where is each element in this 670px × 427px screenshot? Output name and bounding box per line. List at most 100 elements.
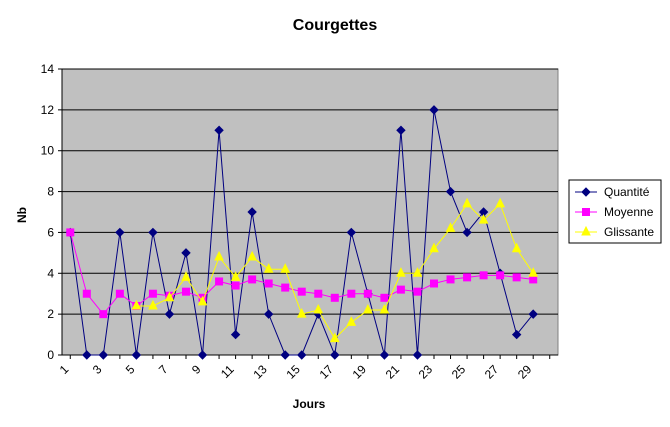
data-point-marker bbox=[511, 329, 522, 340]
y-tick-label: 0 bbox=[47, 348, 54, 362]
x-tick-label: 13 bbox=[250, 362, 270, 382]
data-point-marker bbox=[363, 303, 373, 314]
data-point-marker bbox=[197, 295, 208, 306]
data-point-marker bbox=[297, 287, 306, 296]
x-tick-label: 19 bbox=[350, 362, 370, 382]
x-axis-label: Jours bbox=[293, 397, 326, 411]
data-point-marker bbox=[247, 207, 257, 217]
data-point-marker bbox=[582, 208, 590, 216]
data-point-marker bbox=[528, 309, 538, 319]
data-point-marker bbox=[297, 350, 307, 360]
y-tick-label: 14 bbox=[41, 62, 55, 76]
data-point-marker bbox=[231, 281, 240, 290]
data-point-marker bbox=[346, 227, 357, 238]
chart-title: Courgettes bbox=[293, 17, 378, 34]
data-point-marker bbox=[330, 350, 340, 360]
data-point-marker bbox=[429, 242, 439, 253]
y-tick-label: 2 bbox=[47, 307, 54, 321]
legend-label: Glissante bbox=[604, 225, 654, 239]
data-point-marker bbox=[429, 105, 439, 115]
data-point-marker bbox=[214, 125, 224, 135]
data-point-marker bbox=[396, 125, 406, 135]
y-tick-label: 8 bbox=[47, 185, 54, 199]
data-point-marker bbox=[329, 332, 340, 343]
x-tick-labels: 1 3 5 7 9 11 13 15 17 19 21 23 25 27 29 bbox=[57, 362, 535, 382]
data-point-marker bbox=[82, 350, 92, 360]
data-point-marker bbox=[280, 263, 291, 273]
data-point-marker bbox=[313, 303, 324, 314]
data-point-marker bbox=[131, 350, 142, 360]
x-tick-label: 23 bbox=[416, 362, 436, 382]
data-point-marker bbox=[446, 275, 455, 284]
data-point-marker bbox=[148, 289, 157, 298]
data-point-marker bbox=[164, 291, 175, 302]
data-point-marker bbox=[164, 309, 175, 319]
data-point-marker bbox=[280, 350, 290, 360]
series-group bbox=[65, 105, 539, 360]
x-tick-label: 9 bbox=[189, 362, 204, 377]
x-tick-label: 11 bbox=[218, 362, 237, 381]
data-point-marker bbox=[379, 350, 390, 360]
data-point-marker bbox=[346, 316, 357, 326]
data-point-marker bbox=[182, 287, 190, 296]
data-point-marker bbox=[264, 279, 273, 288]
data-point-marker bbox=[529, 275, 538, 284]
data-point-marker bbox=[181, 271, 191, 281]
data-point-marker bbox=[511, 242, 522, 253]
x-tick-label: 3 bbox=[90, 362, 105, 377]
data-point-marker bbox=[478, 214, 489, 224]
data-point-marker bbox=[230, 329, 241, 340]
data-point-marker bbox=[115, 289, 124, 298]
data-point-marker bbox=[148, 299, 158, 310]
x-tick-label: 17 bbox=[317, 362, 337, 382]
data-point-marker bbox=[230, 271, 241, 281]
data-point-marker bbox=[296, 308, 307, 318]
data-point-marker bbox=[197, 350, 208, 360]
y-tick-label: 12 bbox=[41, 103, 55, 117]
series-3 bbox=[131, 197, 539, 343]
legend: Quantité Moyenne Glissante bbox=[568, 179, 662, 244]
data-point-marker bbox=[396, 285, 405, 294]
data-point-marker bbox=[347, 289, 356, 298]
x-tick-label: 27 bbox=[482, 362, 502, 382]
data-point-marker bbox=[98, 350, 109, 360]
data-point-marker bbox=[479, 271, 488, 280]
data-point-marker bbox=[363, 289, 372, 298]
data-point-marker bbox=[512, 273, 521, 282]
data-point-marker bbox=[215, 277, 224, 286]
data-point-marker bbox=[82, 289, 91, 298]
data-point-marker bbox=[263, 263, 274, 273]
data-point-marker bbox=[380, 293, 389, 302]
x-tick-label: 25 bbox=[449, 362, 469, 382]
data-point-marker bbox=[115, 227, 125, 238]
data-point-marker bbox=[281, 283, 290, 292]
data-point-marker bbox=[413, 287, 422, 296]
data-point-marker bbox=[181, 248, 191, 258]
x-tick-label: 21 bbox=[383, 362, 403, 382]
legend-label: Moyenne bbox=[604, 205, 654, 219]
data-point-marker bbox=[247, 250, 257, 261]
data-point-marker bbox=[445, 222, 456, 232]
y-tick-label: 10 bbox=[41, 144, 55, 158]
data-point-marker bbox=[314, 289, 323, 298]
data-point-marker bbox=[396, 267, 406, 277]
data-point-marker bbox=[99, 310, 108, 319]
data-point-marker bbox=[330, 293, 339, 302]
data-point-marker bbox=[581, 187, 591, 197]
data-point-marker bbox=[148, 227, 158, 238]
legend-item: Quantité bbox=[575, 185, 650, 199]
data-point-marker bbox=[462, 227, 472, 238]
data-point-marker bbox=[463, 273, 472, 282]
y-tick-labels: 0 2 4 6 8 10 12 14 bbox=[41, 62, 55, 362]
x-tick-label: 15 bbox=[284, 362, 304, 382]
data-point-marker bbox=[214, 250, 224, 261]
data-point-marker bbox=[496, 271, 505, 280]
data-point-marker bbox=[528, 267, 539, 277]
data-point-marker bbox=[462, 197, 472, 208]
data-point-marker bbox=[131, 299, 142, 310]
data-point-marker bbox=[66, 228, 75, 237]
data-point-marker bbox=[445, 186, 456, 197]
legend-label: Quantité bbox=[604, 185, 650, 199]
data-point-marker bbox=[581, 225, 591, 236]
